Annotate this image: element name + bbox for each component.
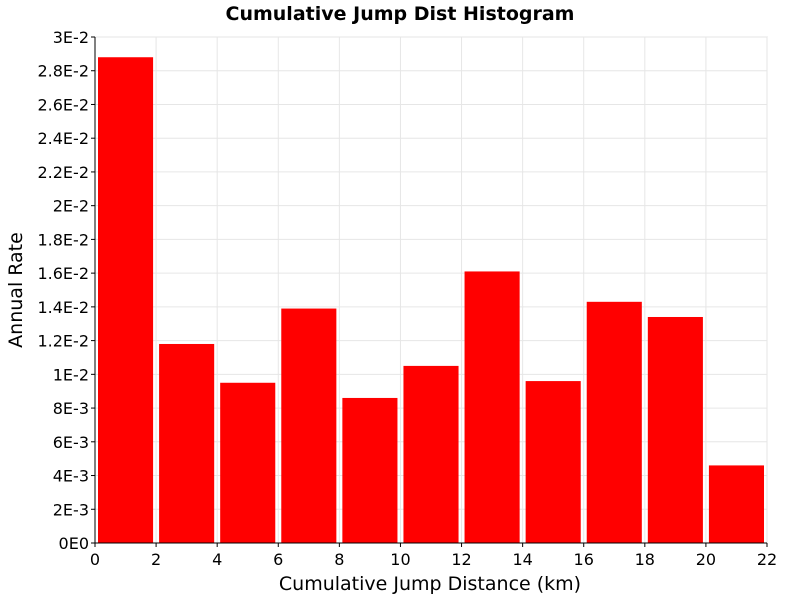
x-tick-label: 6 — [273, 550, 283, 569]
histogram-bar — [342, 397, 398, 543]
histogram-bar — [647, 316, 703, 543]
y-tick-label: 8E-3 — [53, 399, 89, 418]
y-axis-label: Annual Rate — [5, 232, 27, 348]
x-tick-label: 0 — [90, 550, 100, 569]
y-tick-label: 2.4E-2 — [37, 129, 89, 148]
y-tick-label: 2E-2 — [53, 197, 89, 216]
y-tick-label: 1.4E-2 — [37, 298, 89, 317]
histogram-bar — [159, 343, 215, 543]
histogram-bar — [220, 382, 276, 543]
x-tick-label: 14 — [512, 550, 532, 569]
y-tick-label: 1E-2 — [53, 365, 89, 384]
y-tick-label: 0E0 — [59, 534, 89, 553]
y-tick-label: 1.8E-2 — [37, 230, 89, 249]
bars — [98, 57, 764, 544]
histogram-bar — [281, 308, 337, 543]
y-tick-label: 1.2E-2 — [37, 332, 89, 351]
histogram-bar — [708, 465, 764, 543]
histogram-bar — [586, 301, 642, 543]
y-tick-label: 2.8E-2 — [37, 62, 89, 81]
x-tick-label: 10 — [390, 550, 410, 569]
histogram-bar — [403, 365, 459, 543]
x-tick-label: 2 — [151, 550, 161, 569]
y-tick-label: 2E-3 — [53, 500, 89, 519]
x-tick-label: 4 — [212, 550, 222, 569]
histogram-bar — [525, 381, 581, 543]
x-tick-label: 8 — [334, 550, 344, 569]
x-axis-ticks: 0 2 4 6 8 10 12 14 16 18 20 22 — [90, 543, 777, 569]
y-tick-label: 2.2E-2 — [37, 163, 89, 182]
x-tick-label: 12 — [451, 550, 471, 569]
x-axis-label: Cumulative Jump Distance (km) — [279, 573, 581, 595]
y-axis-ticks: 0E0 2E-3 4E-3 6E-3 8E-3 1E-2 1.2E-2 1.4E-2 1.6E-… — [37, 28, 95, 553]
x-tick-label: 22 — [757, 550, 777, 569]
x-tick-label: 18 — [635, 550, 655, 569]
chart-title: Cumulative Jump Dist Histogram — [226, 3, 575, 25]
y-tick-label: 6E-3 — [53, 433, 89, 452]
histogram-bar — [98, 57, 154, 544]
y-tick-label: 4E-3 — [53, 467, 89, 486]
axes — [94, 37, 767, 544]
x-tick-label: 16 — [574, 550, 594, 569]
histogram-bar — [464, 271, 520, 543]
y-tick-label: 2.6E-2 — [37, 95, 89, 114]
y-tick-label: 3E-2 — [53, 28, 89, 47]
x-tick-label: 20 — [696, 550, 716, 569]
y-tick-label: 1.6E-2 — [37, 264, 89, 283]
